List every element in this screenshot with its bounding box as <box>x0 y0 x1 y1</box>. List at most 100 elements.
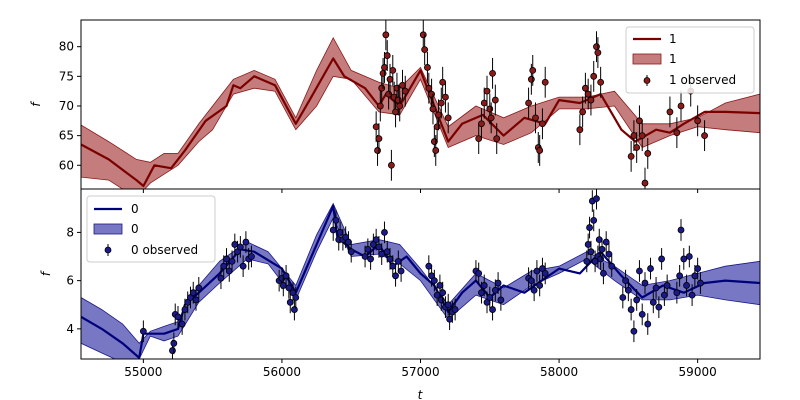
observed-point-bottom <box>600 262 607 285</box>
observed-marker <box>701 132 708 140</box>
observed-marker <box>239 262 247 270</box>
observed-point-bottom <box>608 255 616 278</box>
observed-point-top <box>444 102 452 134</box>
observed-marker <box>332 216 340 224</box>
observed-point-bottom <box>372 228 380 251</box>
observed-point-bottom <box>627 298 635 321</box>
observed-marker <box>394 96 402 104</box>
observed-point-top <box>529 54 537 86</box>
observed-marker <box>536 282 544 289</box>
observed-point-bottom <box>683 274 690 297</box>
observed-point-top <box>539 108 546 140</box>
observed-marker <box>673 129 681 137</box>
legend-top: 1 1 1 observed <box>625 26 755 94</box>
observed-point-top <box>439 66 447 98</box>
ticks-top: 60 65 70 75 80 <box>59 40 699 193</box>
observed-marker <box>376 102 384 110</box>
observed-marker <box>683 282 690 289</box>
observed-marker <box>364 245 372 253</box>
observed-marker <box>392 272 399 280</box>
observed-marker <box>694 117 702 125</box>
observed-marker <box>624 286 632 294</box>
y-tick-label-bottom: 8 <box>66 225 74 239</box>
observed-marker <box>666 108 674 116</box>
observed-marker <box>429 105 437 113</box>
observed-point-bottom <box>619 286 627 309</box>
observed-marker <box>530 286 538 294</box>
observed-point-top <box>375 123 383 155</box>
observed-point-bottom <box>345 231 352 253</box>
observed-point-bottom <box>530 279 538 302</box>
observed-marker <box>673 289 681 297</box>
y-tick-label-top: 60 <box>59 158 74 172</box>
observed-point-top <box>666 96 674 128</box>
observed-marker <box>486 294 494 301</box>
observed-marker <box>638 132 646 140</box>
observed-point-bottom <box>329 219 337 241</box>
observed-point-bottom <box>282 264 290 287</box>
observed-marker <box>483 87 491 95</box>
observed-point-bottom <box>494 272 502 294</box>
observed-marker <box>220 262 228 270</box>
observed-marker <box>169 347 176 354</box>
observed-point-bottom <box>439 281 447 304</box>
observed-point-bottom <box>347 240 355 263</box>
observed-point-top <box>582 72 589 104</box>
observed-marker <box>428 90 435 98</box>
observed-marker <box>587 96 595 104</box>
observed-point-top <box>694 105 702 137</box>
observed-point-bottom <box>239 255 247 278</box>
observed-point-bottom <box>248 245 255 268</box>
observed-marker <box>425 84 433 92</box>
observed-marker <box>478 289 485 297</box>
observed-marker <box>378 250 386 258</box>
observed-point-bottom <box>541 262 549 285</box>
observed-point-bottom <box>688 284 696 306</box>
observed-point-bottom <box>685 245 693 268</box>
observed-marker <box>691 272 699 280</box>
observed-point-bottom <box>641 272 649 294</box>
legend-frame-bottom <box>86 195 216 263</box>
observed-point-bottom <box>676 264 684 287</box>
uncertainty-band-top <box>81 36 760 189</box>
observed-point-top <box>701 120 708 152</box>
observed-point-bottom <box>430 269 438 292</box>
observed-point-bottom <box>624 279 632 302</box>
observed-marker <box>497 296 505 304</box>
observed-marker <box>361 253 369 260</box>
observed-point-top <box>641 167 649 189</box>
observed-marker <box>608 262 616 270</box>
observed-marker <box>436 282 444 289</box>
observed-marker <box>367 255 375 263</box>
observed-layer-bottom <box>139 189 704 359</box>
observed-marker <box>437 296 445 304</box>
observed-marker <box>647 265 654 272</box>
y-tick-label-top: 70 <box>59 99 74 113</box>
observed-marker <box>285 284 293 292</box>
observed-point-bottom <box>392 264 399 287</box>
observed-marker <box>697 279 704 287</box>
observed-point-bottom <box>480 274 488 297</box>
legend-label-mean-bottom: 0 <box>131 202 139 216</box>
observed-marker <box>630 327 638 335</box>
legend-label-band-top: 1 <box>669 52 677 66</box>
observed-marker <box>486 105 494 113</box>
observed-marker <box>590 72 598 80</box>
observed-marker <box>633 296 641 304</box>
observed-marker <box>383 52 391 59</box>
observed-marker <box>694 265 702 272</box>
observed-marker <box>347 248 355 256</box>
observed-marker <box>595 236 603 244</box>
observed-point-bottom <box>536 274 544 297</box>
legend-swatch-band-top <box>632 53 662 65</box>
observed-point-bottom <box>242 231 250 253</box>
observed-point-bottom <box>174 305 182 328</box>
observed-marker <box>228 257 236 265</box>
legend-label-band-bottom: 0 <box>131 222 139 236</box>
observed-marker <box>372 236 380 244</box>
observed-marker <box>432 147 440 154</box>
observed-point-top <box>576 114 584 146</box>
observed-marker <box>633 144 641 151</box>
observed-marker <box>636 267 643 275</box>
observed-marker <box>475 269 483 277</box>
